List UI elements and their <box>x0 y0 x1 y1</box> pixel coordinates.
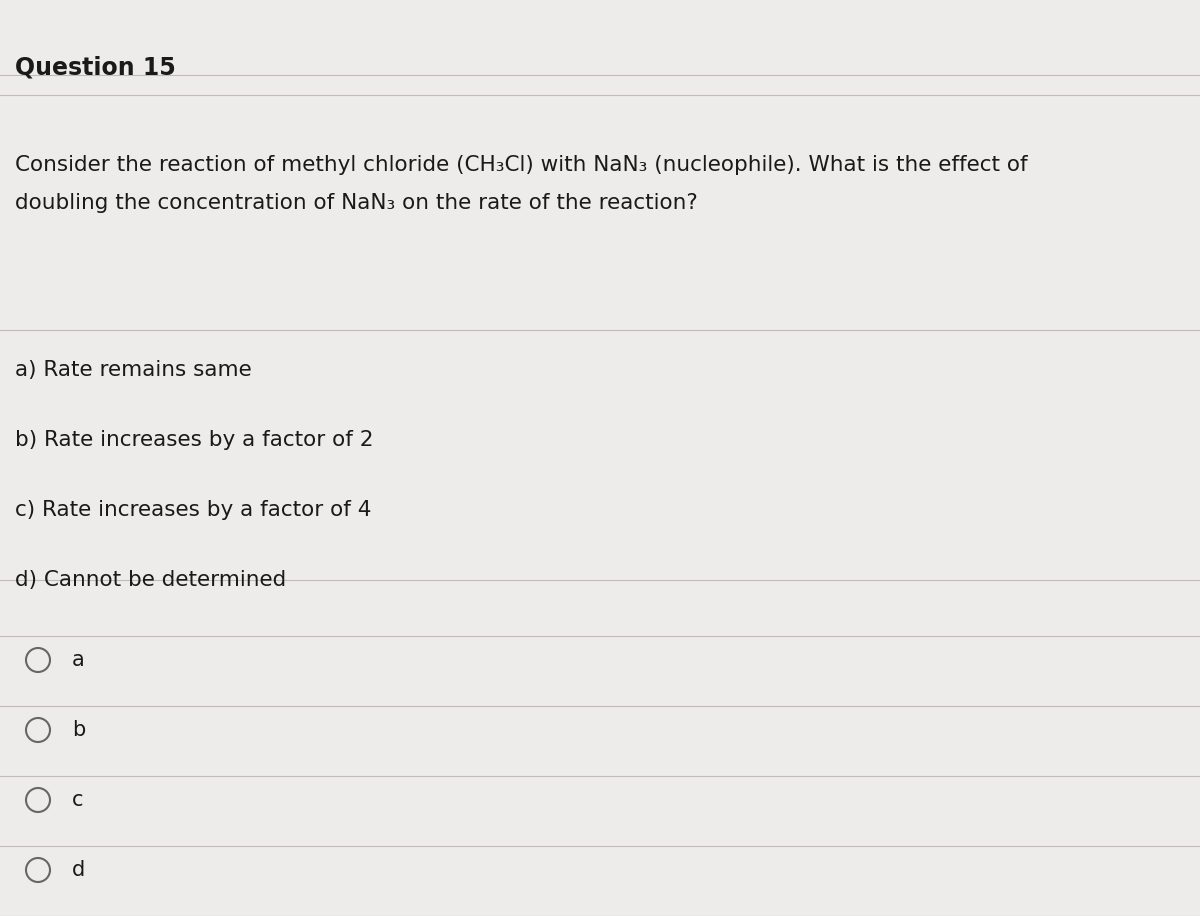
Text: d: d <box>72 860 85 880</box>
Text: Consider the reaction of methyl chloride (CH₃Cl) with NaN₃ (nucleophile). What i: Consider the reaction of methyl chloride… <box>14 155 1027 175</box>
Text: b: b <box>72 720 85 740</box>
Text: d) Cannot be determined: d) Cannot be determined <box>14 570 287 590</box>
Text: b) Rate increases by a factor of 2: b) Rate increases by a factor of 2 <box>14 430 373 450</box>
Text: c) Rate increases by a factor of 4: c) Rate increases by a factor of 4 <box>14 500 372 520</box>
Text: c: c <box>72 790 84 810</box>
Text: doubling the concentration of NaN₃ on the rate of the reaction?: doubling the concentration of NaN₃ on th… <box>14 193 697 213</box>
Text: Question 15: Question 15 <box>14 55 175 79</box>
Text: a) Rate remains same: a) Rate remains same <box>14 360 252 380</box>
Text: a: a <box>72 650 85 670</box>
